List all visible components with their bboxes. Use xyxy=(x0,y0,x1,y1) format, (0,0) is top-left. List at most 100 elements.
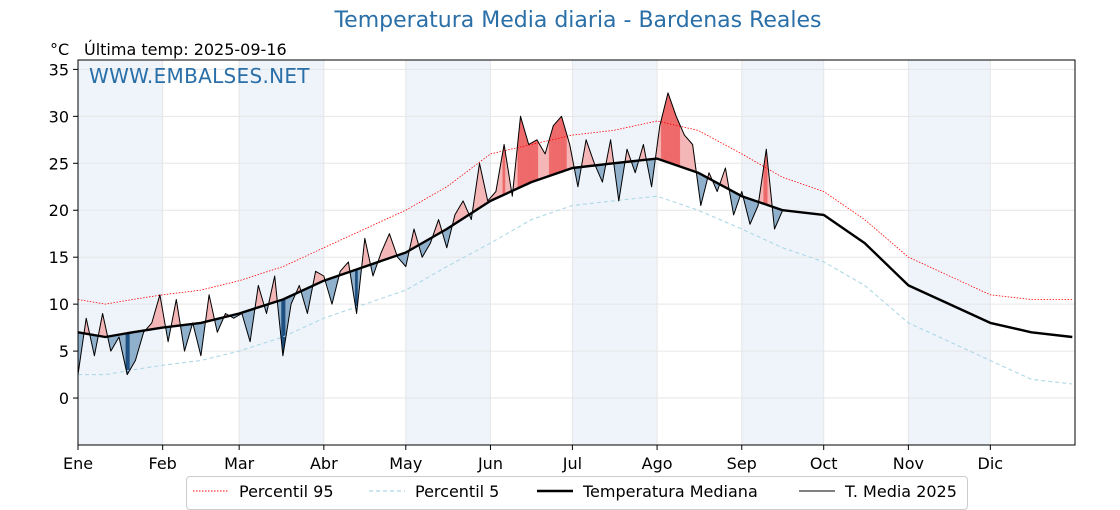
anomaly-fill-segment xyxy=(132,331,135,366)
anomaly-fill-segment xyxy=(553,123,555,175)
anomaly-fill-segment xyxy=(529,142,532,184)
anomaly-fill-segment xyxy=(531,141,533,183)
anomaly-fill-segment xyxy=(666,92,669,163)
legend-label-percentil-5: Percentil 5 xyxy=(415,481,500,501)
anomaly-fill-segment xyxy=(682,131,685,169)
x-tick-label-nov: Nov xyxy=(893,454,924,473)
y-tick-label-5: 5 xyxy=(59,342,69,361)
legend-swatch-mediana xyxy=(537,489,573,493)
anomaly-fill-segment xyxy=(562,120,565,172)
x-tick-label-ago: Ago xyxy=(642,454,673,473)
legend: Percentil 95 Percentil 5 Temperatura Med… xyxy=(186,476,968,510)
anomaly-fill-segment xyxy=(540,146,543,180)
anomaly-fill-segment xyxy=(129,332,132,371)
anomaly-fill-segment xyxy=(688,139,691,171)
anomaly-fill-segment xyxy=(686,137,689,170)
anomaly-fill-segment xyxy=(663,103,666,162)
anomaly-fill-segment xyxy=(523,125,525,187)
y-tick-label-20: 20 xyxy=(49,201,69,220)
anomaly-fill-segment xyxy=(684,134,686,169)
x-tick-label-feb: Feb xyxy=(149,454,177,473)
legend-label-media-2025: T. Media 2025 xyxy=(845,481,957,501)
legend-swatch-media-2025 xyxy=(799,490,835,492)
month-band-mar xyxy=(239,60,324,445)
month-band-sep xyxy=(741,60,824,445)
anomaly-fill-segment xyxy=(557,118,559,174)
last-temperature-date: Última temp: 2025-09-16 xyxy=(84,40,287,59)
anomaly-fill-segment xyxy=(678,122,681,167)
anomaly-fill-segment xyxy=(662,109,665,162)
y-axis-unit-label: °C xyxy=(50,40,70,59)
legend-label-percentil-95: Percentil 95 xyxy=(239,481,334,501)
anomaly-fill-segment xyxy=(404,252,406,268)
x-tick-label-jun: Jun xyxy=(477,454,503,473)
anomaly-fill-segment xyxy=(536,139,539,181)
anomaly-fill-segment xyxy=(525,135,528,185)
anomaly-fill-segment xyxy=(539,143,542,180)
anomaly-fill-segment xyxy=(559,115,562,173)
y-tick-label-25: 25 xyxy=(49,154,69,173)
anomaly-fill-segment xyxy=(685,136,688,170)
anomaly-fill-segment xyxy=(521,120,524,187)
anomaly-fill-segment xyxy=(677,119,680,167)
x-tick-label-sep: Sep xyxy=(727,454,757,473)
y-tick-label-0: 0 xyxy=(59,389,69,408)
anomaly-fill-segment xyxy=(543,150,546,179)
anomaly-fill-segment xyxy=(551,125,554,176)
anomaly-fill-segment xyxy=(131,332,133,369)
anomaly-fill-segment xyxy=(315,270,318,285)
anomaly-fill-segment xyxy=(667,92,670,164)
anomaly-fill-segment xyxy=(691,142,693,172)
anomaly-fill-segment xyxy=(533,140,536,182)
anomaly-fill-segment xyxy=(561,116,564,173)
anomaly-fill-segment xyxy=(126,332,129,376)
anomaly-fill-segment xyxy=(689,140,692,171)
series-lines xyxy=(77,92,1073,385)
legend-swatch-percentil-5 xyxy=(369,490,405,492)
anomaly-fill-segment xyxy=(524,130,527,186)
month-band-nov xyxy=(908,60,991,445)
x-tick-label-may: May xyxy=(389,454,422,473)
x-tick-label-jul: Jul xyxy=(562,454,582,473)
anomaly-fill-segment xyxy=(133,331,136,364)
y-tick-label-35: 35 xyxy=(49,60,69,79)
series-line-percentil-5 xyxy=(78,195,1073,385)
legend-item-mediana: Temperatura Mediana xyxy=(537,481,758,501)
anomaly-fill-segment xyxy=(128,332,131,373)
anomaly-fill-segment xyxy=(542,148,544,179)
x-tick-label-abr: Abr xyxy=(310,454,338,473)
legend-item-media-2025: T. Media 2025 xyxy=(799,481,957,501)
anomaly-fill-segment xyxy=(680,125,682,168)
anomaly-fill-segment xyxy=(665,98,667,163)
temperature-chart: 0 5 10 15 20 25 30 35 Ene Feb Mar Abr May Jun Jul Ago Se… xyxy=(49,59,1076,473)
anomaly-fill-segment xyxy=(555,120,558,174)
chart-title: Temperatura Media diaria - Bardenas Real… xyxy=(334,8,822,33)
anomaly-fill-segment xyxy=(554,122,557,175)
legend-swatch-percentil-95 xyxy=(193,490,229,492)
anomaly-fill-segment xyxy=(528,143,531,184)
anomaly-fill-segment xyxy=(538,141,540,181)
anomaly-fill-segment xyxy=(548,135,551,177)
month-band-ene xyxy=(78,60,163,445)
anomaly-fill-segment xyxy=(527,139,529,185)
anomaly-fill-segment xyxy=(673,108,676,165)
anomaly-fill-segment xyxy=(564,125,566,172)
anomaly-fill-segment xyxy=(535,139,538,181)
anomaly-fill-segment xyxy=(681,128,684,168)
x-tick-label-dic: Dic xyxy=(978,454,1004,473)
month-bands xyxy=(78,60,991,445)
legend-item-percentil-95: Percentil 95 xyxy=(193,481,334,501)
anomaly-fill-segment xyxy=(676,116,678,166)
x-tick-label-oct: Oct xyxy=(810,454,838,473)
legend-label-mediana: Temperatura Mediana xyxy=(583,481,758,501)
anomaly-fill-segment xyxy=(670,100,673,165)
y-tick-label-30: 30 xyxy=(49,107,69,126)
axes: 0 5 10 15 20 25 30 35 Ene Feb Mar Abr May Jun Jul Ago Se… xyxy=(49,59,1076,473)
series-line-media-2025 xyxy=(77,92,784,376)
anomaly-fill-segment xyxy=(520,116,523,188)
y-tick-label-10: 10 xyxy=(49,295,69,314)
month-band-jul xyxy=(572,60,658,445)
plot-frame xyxy=(77,59,1076,446)
x-tick-label-mar: Mar xyxy=(224,454,255,473)
anomaly-fill-segment xyxy=(674,112,677,166)
